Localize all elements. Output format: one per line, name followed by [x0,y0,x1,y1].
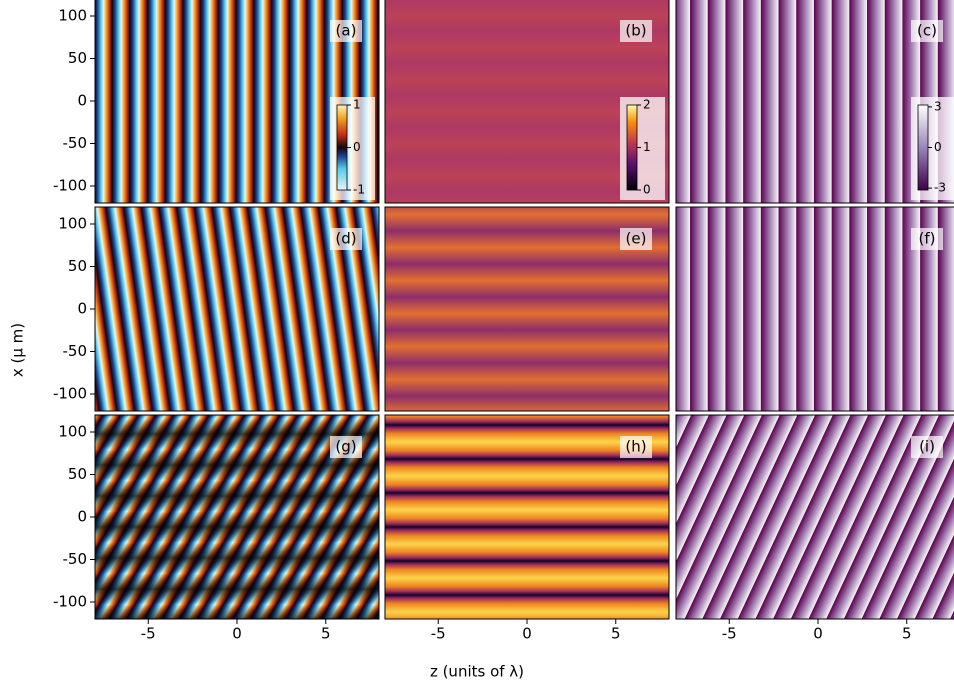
panel-label: (h) [625,438,646,456]
heatmap [676,0,954,203]
colorbar-tick-label: -3 [934,181,946,195]
panel-label-bg [330,20,362,42]
panel: (b) 0 1 2 [384,0,670,204]
panel: (f) [675,206,954,412]
colorbar [336,104,348,191]
panel-label: (b) [625,22,646,40]
panel-label-bg [911,436,943,458]
panel-label-bg [620,228,652,250]
x-tick-label: 5 [321,625,331,643]
x-axis-label: z (units of λ) [430,663,524,681]
panel-label-bg [330,436,362,458]
panel-label-bg [911,228,943,250]
panel: (e) [384,206,670,412]
colorbar [626,104,638,191]
y-tick-label: -50 [63,134,88,152]
colorbar-tick-label: 0 [353,140,361,154]
panel-label: (e) [626,230,647,248]
y-tick-label: -100 [53,593,87,611]
y-tick-label: -50 [63,550,88,568]
panel-label: (a) [336,22,357,40]
heatmap-image [676,207,954,411]
panel: 100 50 0 -50 -100 (d) [53,206,380,412]
panel-label-bg [620,20,652,42]
colorbar [917,104,929,191]
x-tick-label: -5 [141,625,156,643]
x-tick-label: -5 [431,625,446,643]
x-tick-label: 5 [902,625,912,643]
colorbar-tick-label: 1 [643,140,651,154]
y-tick-label: -100 [53,177,87,195]
y-tick-label: 50 [68,49,87,67]
y-tick-label: 100 [58,7,87,25]
panel-frame [384,0,670,204]
x-tick-label: -5 [722,625,737,643]
y-tick-label: -100 [53,385,87,403]
panel: -5 0 5 (i) [675,414,954,643]
y-tick-label: 100 [58,423,87,441]
colorbar-tick-label: -1 [353,183,365,197]
colorbar-tick-label: 1 [353,98,361,112]
colorbar-tick-label: 0 [643,183,651,197]
x-tick-label: 0 [813,625,823,643]
panel-frame [675,206,954,412]
panel: 100 50 0 -50 -100 (a) -1 0 1 [53,0,380,204]
colorbar-tick-label: 2 [643,98,651,112]
y-tick-label: 0 [77,300,87,318]
panel-label: (i) [919,438,935,456]
panel: -5 0 5 (h) [384,414,670,643]
y-axis-label: x (μ m) [9,323,27,377]
panel-label-bg [911,20,943,42]
colorbar-tick-label: 0 [934,140,942,154]
heatmap-image [676,0,954,203]
y-tick-label: 0 [77,508,87,526]
panel-label: (g) [335,438,356,456]
y-tick-label: 50 [68,257,87,275]
panel-label-bg [330,228,362,250]
colorbar-bg [911,97,954,200]
colorbar-tick-label: 3 [934,99,942,113]
panel-label-bg [620,436,652,458]
heatmap-image [676,415,954,619]
y-tick-label: 50 [68,465,87,483]
panel-label: (d) [335,230,356,248]
panel-label: (c) [917,22,937,40]
heatmap [95,415,379,619]
panel-frame [384,206,670,412]
x-tick-label: 0 [522,625,532,643]
y-tick-label: 0 [77,92,87,110]
x-tick-label: 0 [232,625,242,643]
x-tick-label: 5 [611,625,621,643]
heatmap [676,207,954,411]
panel-label: (f) [919,230,936,248]
panel: (c) -3 0 3 [675,0,954,204]
panel-frame [675,0,954,204]
heatmap [676,415,954,619]
y-tick-label: -50 [63,342,88,360]
y-tick-label: 100 [58,215,87,233]
